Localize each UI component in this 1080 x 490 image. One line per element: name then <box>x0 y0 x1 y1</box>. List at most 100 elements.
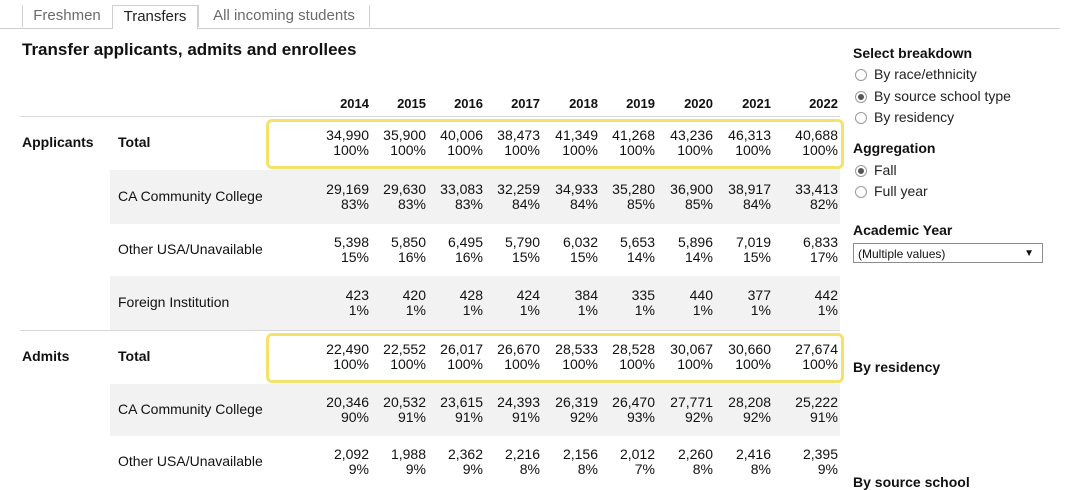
table-cell: 23,615 91% <box>423 395 483 425</box>
table-cell: 2,092 9% <box>309 447 369 477</box>
table-cell: 423 1% <box>309 288 369 318</box>
cell-percent: 14% <box>626 249 655 265</box>
cell-percent: 8% <box>577 461 598 477</box>
cell-value: 424 <box>516 287 540 303</box>
table-cell: 424 1% <box>480 288 540 318</box>
table-cell: 38,917 84% <box>711 182 771 212</box>
row-label: Foreign Institution <box>118 294 230 310</box>
cell-percent: 100% <box>677 142 713 158</box>
total-highlight-box <box>266 119 844 169</box>
row-label: CA Community College <box>118 401 263 417</box>
cell-value: 27,771 <box>670 394 713 410</box>
radio-fall[interactable]: Fall <box>855 161 897 179</box>
cell-percent: 82% <box>809 196 838 212</box>
cell-value: 30,660 <box>728 341 771 357</box>
cell-percent: 8% <box>750 461 771 477</box>
tab-freshmen[interactable]: Freshmen <box>22 5 111 27</box>
radio-by-race[interactable]: By race/ethnicity <box>855 65 977 83</box>
cell-percent: 16% <box>397 249 426 265</box>
cell-value: 5,850 <box>390 234 426 250</box>
cell-value: 29,169 <box>326 181 369 197</box>
table-cell: 2,216 8% <box>480 447 540 477</box>
cell-value: 6,032 <box>562 234 598 250</box>
cell-value: 5,398 <box>333 234 369 250</box>
table-cell: 2,395 9% <box>778 447 838 477</box>
cell-value: 2,416 <box>735 446 771 462</box>
cell-value: 442 <box>814 287 838 303</box>
radio-selected-icon <box>855 165 867 177</box>
cell-value: 26,670 <box>497 341 540 357</box>
group-label-applicants: Applicants <box>22 134 94 150</box>
cell-value: 22,552 <box>383 341 426 357</box>
table-cell: 27,771 92% <box>653 395 713 425</box>
table-cell: 440 1% <box>653 288 713 318</box>
cell-percent: 1% <box>405 302 426 318</box>
cell-value: 23,615 <box>440 394 483 410</box>
tab-transfers[interactable]: Transfers <box>112 5 198 29</box>
cell-value: 25,222 <box>795 394 838 410</box>
cell-value: 377 <box>747 287 771 303</box>
cell-percent: 15% <box>569 249 598 265</box>
cell-percent: 7% <box>634 461 655 477</box>
cell-value: 22,490 <box>326 341 369 357</box>
cell-percent: 100% <box>504 142 540 158</box>
cell-value: 41,268 <box>612 127 655 143</box>
cell-percent: 9% <box>462 461 483 477</box>
cell-value: 384 <box>574 287 598 303</box>
table-cell: 335 1% <box>595 288 655 318</box>
table-cell: 29,630 83% <box>366 182 426 212</box>
table-cell: 22,552 100% <box>366 342 426 372</box>
table-cell: 34,933 84% <box>538 182 598 212</box>
year-header-4: 2018 <box>569 96 598 111</box>
year-header-6: 2020 <box>684 96 713 111</box>
cell-percent: 1% <box>817 302 838 318</box>
table-cell: 28,528 100% <box>595 342 655 372</box>
table-cell: 420 1% <box>366 288 426 318</box>
cell-value: 20,346 <box>326 394 369 410</box>
cell-percent: 100% <box>619 142 655 158</box>
year-header-7: 2021 <box>742 96 771 111</box>
cell-percent: 84% <box>742 196 771 212</box>
cell-percent: 9% <box>405 461 426 477</box>
cell-value: 33,413 <box>795 181 838 197</box>
cell-percent: 100% <box>802 142 838 158</box>
cell-percent: 92% <box>684 409 713 425</box>
table-cell: 36,900 85% <box>653 182 713 212</box>
cell-value: 335 <box>631 287 655 303</box>
cell-percent: 100% <box>390 142 426 158</box>
table-cell: 35,280 85% <box>595 182 655 212</box>
table-cell: 5,398 15% <box>309 235 369 265</box>
table-cell: 41,268 100% <box>595 128 655 158</box>
cell-percent: 100% <box>562 142 598 158</box>
radio-by-source-school[interactable]: By source school type <box>855 87 1011 105</box>
cell-percent: 14% <box>684 249 713 265</box>
cell-percent: 100% <box>333 142 369 158</box>
row-label: Total <box>118 134 151 150</box>
cell-percent: 83% <box>340 196 369 212</box>
total-highlight-box <box>266 333 844 383</box>
table-cell: 24,393 91% <box>480 395 540 425</box>
cell-value: 35,280 <box>612 181 655 197</box>
dropdown-arrow-icon: ▼ <box>1024 248 1034 259</box>
cell-value: 38,473 <box>497 127 540 143</box>
cell-percent: 9% <box>817 461 838 477</box>
cell-value: 33,083 <box>440 181 483 197</box>
cell-percent: 91% <box>809 409 838 425</box>
radio-icon <box>855 69 867 81</box>
aggregation-title: Aggregation <box>853 140 936 156</box>
tab-all-incoming[interactable]: All incoming students <box>198 5 370 27</box>
table-cell: 1,988 9% <box>366 447 426 477</box>
cell-value: 29,630 <box>383 181 426 197</box>
cell-percent: 85% <box>626 196 655 212</box>
academic-year-select[interactable]: (Multiple values) ▼ <box>853 243 1043 263</box>
radio-selected-icon <box>855 91 867 103</box>
table-cell: 2,156 8% <box>538 447 598 477</box>
cell-percent: 1% <box>348 302 369 318</box>
radio-by-residency[interactable]: By residency <box>855 108 954 126</box>
table-cell: 2,416 8% <box>711 447 771 477</box>
cell-value: 24,393 <box>497 394 540 410</box>
cell-percent: 17% <box>809 249 838 265</box>
cell-value: 2,260 <box>677 446 713 462</box>
cell-percent: 100% <box>619 356 655 372</box>
radio-full-year[interactable]: Full year <box>855 182 928 200</box>
